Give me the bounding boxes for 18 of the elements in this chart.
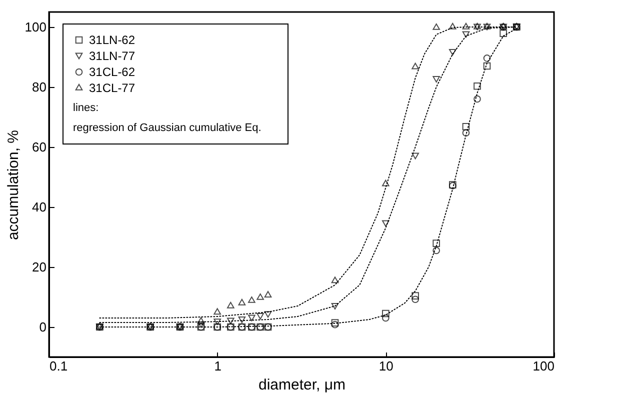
legend-label: 31LN-77 — [89, 49, 136, 63]
y-tick-label: 40 — [32, 200, 46, 214]
legend-label: 31LN-62 — [89, 33, 136, 47]
y-axis-title: accumulation, % — [4, 130, 22, 240]
x-tick-label: 0.1 — [50, 358, 68, 374]
annotation: lines: — [73, 102, 99, 114]
x-tick-label: 10 — [378, 358, 394, 374]
y-tick-label: 60 — [32, 140, 46, 154]
annotation: regression of Gaussian cumulative Eq. — [73, 122, 262, 134]
x-axis-title: diameter, μm — [258, 376, 346, 394]
y-tick-label: 20 — [32, 260, 46, 274]
legend-label: 31CL-77 — [89, 81, 136, 95]
x-tick-label: 100 — [532, 358, 554, 374]
y-tick-label: 0 — [39, 320, 46, 334]
x-tick-label: 1 — [214, 358, 222, 374]
legend-label: 31CL-62 — [89, 65, 136, 79]
y-tick-label: 80 — [32, 80, 46, 94]
y-tick-label: 100 — [24, 20, 46, 34]
